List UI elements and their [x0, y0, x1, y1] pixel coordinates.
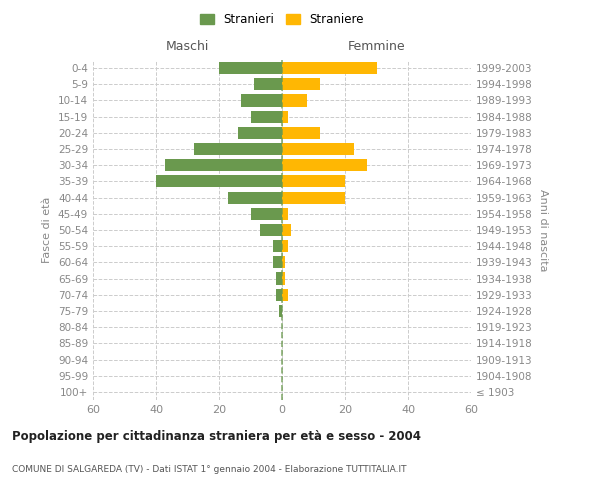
- Y-axis label: Fasce di età: Fasce di età: [43, 197, 52, 263]
- Bar: [166, 159, 282, 172]
- Text: Maschi: Maschi: [166, 40, 209, 52]
- Bar: [282, 94, 307, 106]
- Bar: [276, 272, 282, 284]
- Bar: [282, 78, 320, 90]
- Text: Popolazione per cittadinanza straniera per età e sesso - 2004: Popolazione per cittadinanza straniera p…: [12, 430, 421, 443]
- Bar: [282, 110, 289, 122]
- Bar: [194, 143, 282, 155]
- Bar: [282, 127, 320, 139]
- Bar: [282, 62, 377, 74]
- Bar: [282, 272, 285, 284]
- Bar: [282, 192, 345, 203]
- Bar: [276, 288, 282, 301]
- Bar: [238, 127, 282, 139]
- Bar: [282, 159, 367, 172]
- Bar: [251, 110, 282, 122]
- Bar: [272, 240, 282, 252]
- Bar: [282, 224, 292, 236]
- Bar: [241, 94, 282, 106]
- Legend: Stranieri, Straniere: Stranieri, Straniere: [195, 8, 369, 31]
- Y-axis label: Anni di nascita: Anni di nascita: [538, 188, 548, 271]
- Bar: [229, 192, 282, 203]
- Text: Femmine: Femmine: [347, 40, 406, 52]
- Bar: [254, 78, 282, 90]
- Bar: [282, 288, 289, 301]
- Bar: [282, 256, 285, 268]
- Bar: [282, 208, 289, 220]
- Bar: [260, 224, 282, 236]
- Bar: [219, 62, 282, 74]
- Bar: [251, 208, 282, 220]
- Bar: [282, 240, 289, 252]
- Text: COMUNE DI SALGAREDA (TV) - Dati ISTAT 1° gennaio 2004 - Elaborazione TUTTITALIA.: COMUNE DI SALGAREDA (TV) - Dati ISTAT 1°…: [12, 465, 407, 474]
- Bar: [282, 176, 345, 188]
- Bar: [272, 256, 282, 268]
- Bar: [279, 305, 282, 317]
- Bar: [282, 143, 355, 155]
- Bar: [156, 176, 282, 188]
